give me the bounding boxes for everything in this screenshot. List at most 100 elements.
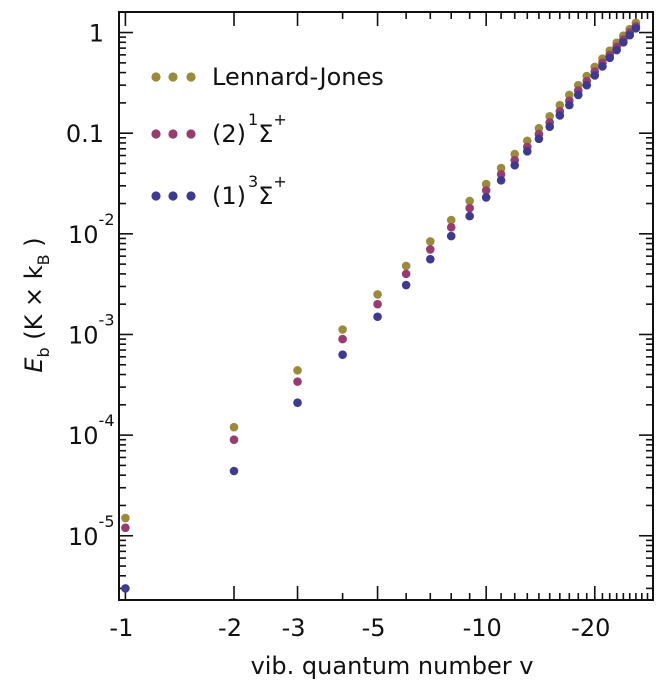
data-point xyxy=(121,584,130,593)
legend-marker xyxy=(186,72,196,82)
data-point xyxy=(401,261,411,271)
x-tick-label: -3 xyxy=(282,614,306,642)
y-tick-label-exponent: -2 xyxy=(99,210,115,229)
data-point xyxy=(373,312,382,322)
data-point xyxy=(545,122,555,131)
legend-label-prefix: (1) xyxy=(212,182,246,210)
legend-label-sigma: Σ xyxy=(258,120,273,148)
plot-frame xyxy=(118,11,654,601)
data-point xyxy=(446,223,456,232)
data-point xyxy=(496,170,506,179)
legend-entry-1: Lennard-Jones xyxy=(151,63,384,91)
data-point xyxy=(229,435,239,445)
data-point xyxy=(229,466,239,476)
series-1 xyxy=(121,18,641,523)
data-point xyxy=(631,24,641,33)
legend-marker xyxy=(151,129,161,139)
y-tick-label-base: 1 xyxy=(89,20,104,48)
y-tick-label: 0.1 xyxy=(66,120,104,148)
legend-entry-2: (2)1Σ+ xyxy=(151,110,287,148)
data-point xyxy=(293,366,302,375)
data-point xyxy=(590,71,600,80)
data-point xyxy=(338,334,347,344)
data-point xyxy=(425,254,435,264)
series-layer xyxy=(121,18,641,593)
data-point xyxy=(121,513,130,523)
data-point xyxy=(229,422,239,432)
data-point xyxy=(373,299,382,309)
legend-label-parity: + xyxy=(273,110,286,129)
y-tick-label: 10-2 xyxy=(68,210,115,249)
y-tick-label: 10-4 xyxy=(68,411,115,450)
data-point xyxy=(465,196,474,206)
data-point xyxy=(605,53,615,63)
data-point xyxy=(510,149,520,159)
series-2 xyxy=(121,22,641,533)
legend-marker xyxy=(168,129,178,139)
legend-label-parity: + xyxy=(273,172,286,191)
data-point xyxy=(481,179,491,189)
y-tick-label: 10-5 xyxy=(68,512,115,551)
y-axis-label-close: ) xyxy=(20,237,48,254)
legend-label-text: Lennard-Jones xyxy=(212,63,384,91)
x-tick-label: -5 xyxy=(362,614,386,642)
data-point xyxy=(612,45,621,55)
y-axis-ticks: 10.110-210-310-410-5 xyxy=(66,20,653,590)
data-point xyxy=(534,134,544,144)
y-axis-label-units-subscript: B xyxy=(34,254,53,265)
legend-marker xyxy=(168,191,178,201)
data-point xyxy=(565,100,574,110)
y-tick-label-base: 10 xyxy=(68,321,99,349)
data-point xyxy=(481,186,491,195)
x-tick-label: -10 xyxy=(463,614,502,642)
y-tick-label-base: 10 xyxy=(68,523,99,551)
data-point xyxy=(522,136,532,146)
series-3 xyxy=(121,24,641,593)
data-point xyxy=(481,193,491,202)
data-point xyxy=(522,147,532,156)
data-point xyxy=(510,160,520,170)
x-tick-label: -20 xyxy=(571,614,610,642)
legend-marker xyxy=(151,191,161,201)
legend: Lennard-Jones(2)1Σ+(1)3Σ+ xyxy=(151,63,384,210)
data-point xyxy=(465,203,474,213)
data-point xyxy=(625,30,635,40)
data-point xyxy=(496,163,506,173)
data-point xyxy=(555,100,565,110)
y-tick-label-base: 10 xyxy=(68,221,99,249)
data-point xyxy=(545,112,555,121)
data-point xyxy=(293,377,302,386)
legend-label-sigma: Σ xyxy=(258,182,273,210)
data-point xyxy=(582,80,592,90)
legend-label-multiplicity: 1 xyxy=(248,110,258,129)
data-point xyxy=(338,350,347,359)
data-point xyxy=(373,290,382,299)
data-point xyxy=(465,211,474,221)
data-point xyxy=(496,176,506,185)
legend-label-multiplicity: 3 xyxy=(248,172,258,191)
y-tick-label-base: 0.1 xyxy=(66,120,104,148)
data-point xyxy=(573,90,583,100)
legend-label: (1)3Σ+ xyxy=(212,172,287,210)
data-point xyxy=(338,325,347,334)
plot-border xyxy=(118,11,654,601)
data-point xyxy=(555,111,565,120)
data-point xyxy=(425,237,435,246)
legend-label: Lennard-Jones xyxy=(212,63,384,91)
y-axis-label-subscript: b xyxy=(34,347,53,357)
data-point xyxy=(446,231,456,241)
legend-label: (2)1Σ+ xyxy=(212,110,287,148)
x-tick-label: -1 xyxy=(109,614,133,642)
legend-marker xyxy=(186,191,196,201)
data-point xyxy=(598,62,607,71)
y-axis-label: Eb (K × kB ) xyxy=(20,237,53,372)
data-point xyxy=(401,280,411,290)
x-tick-label: -2 xyxy=(218,614,242,642)
data-point xyxy=(401,269,411,279)
y-tick-label-base: 10 xyxy=(68,422,99,450)
legend-entry-3: (1)3Σ+ xyxy=(151,172,287,210)
legend-label-prefix: (2) xyxy=(212,120,246,148)
x-axis-label: vib. quantum number v xyxy=(251,652,534,680)
data-point xyxy=(619,37,628,47)
